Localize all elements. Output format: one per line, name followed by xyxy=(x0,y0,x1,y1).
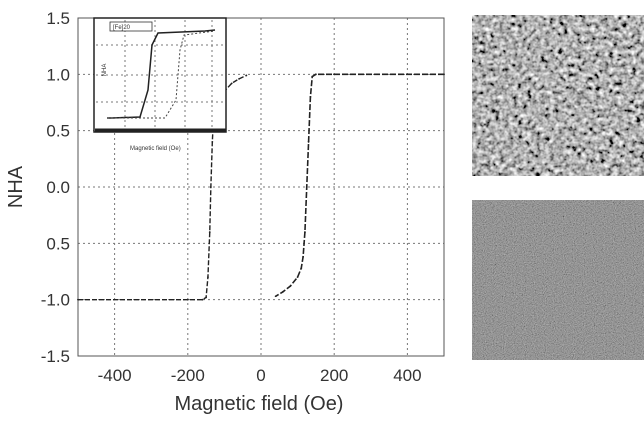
inset-x-label: Magnetic field (Oe) xyxy=(130,146,181,152)
x-tick-label: 400 xyxy=(393,366,421,385)
curve-point xyxy=(309,95,312,98)
curve-point xyxy=(302,255,304,258)
x-axis-title: Magnetic field (Oe) xyxy=(175,393,344,415)
curve-point xyxy=(208,231,211,233)
y-tick-labels: 1.5 1.0 0.5 0.0 0.5 -1.0 -1.5 xyxy=(41,9,70,366)
curve-point xyxy=(201,298,204,301)
y-tick-label: 0.0 xyxy=(46,178,70,197)
curve-point xyxy=(186,298,189,301)
y-tick-label: 1.0 xyxy=(46,65,70,84)
curve-point xyxy=(230,82,233,85)
x-tick-label: -400 xyxy=(98,366,132,385)
inset-label-box xyxy=(109,21,153,32)
x-tick-labels: -400 -200 0 200 400 xyxy=(98,366,422,385)
inset-y-label: NHA xyxy=(102,64,108,77)
curve-point xyxy=(304,231,306,233)
curve-point xyxy=(296,276,299,279)
inset-curve-lower xyxy=(107,30,216,119)
inset-label: [Fe]20 xyxy=(113,25,131,31)
y-tick-label: 1.5 xyxy=(46,9,70,28)
y-tick-label: -1.0 xyxy=(41,291,70,310)
curve-descending xyxy=(275,73,444,297)
curve-point xyxy=(205,296,208,299)
curve-point xyxy=(311,75,314,78)
curve-point xyxy=(443,73,445,76)
curve-ascending xyxy=(78,74,247,301)
curve-point xyxy=(274,295,277,298)
y-tick-label: -1.5 xyxy=(41,347,70,366)
curve-point xyxy=(209,186,212,188)
curve-point xyxy=(282,290,284,293)
x-tick-label: 0 xyxy=(256,366,265,385)
curve-point xyxy=(289,285,292,288)
curve-point xyxy=(300,267,303,270)
x-tick-label: -200 xyxy=(171,366,205,385)
curve-point xyxy=(238,77,240,80)
y-axis-title: NHA xyxy=(5,165,27,208)
plot-frame xyxy=(77,17,445,357)
curve-point xyxy=(207,276,209,279)
curve-point xyxy=(305,186,308,188)
curve-point xyxy=(315,73,317,76)
inset-grid xyxy=(96,20,224,128)
curve-point xyxy=(245,74,248,77)
domain-image-bottom xyxy=(472,200,644,360)
curve-point xyxy=(333,73,336,76)
curve-point xyxy=(77,298,79,301)
domain-image-top xyxy=(472,15,644,176)
hysteresis-curves xyxy=(77,73,445,301)
curve-point xyxy=(307,141,310,143)
y-tick-label: 0.5 xyxy=(46,234,70,253)
x-tick-label: 200 xyxy=(320,366,348,385)
inset-plot: [Fe]20 Magnetic field (Oe) NHA xyxy=(93,17,227,152)
curve-point xyxy=(211,141,214,143)
y-tick-label: 0.5 xyxy=(46,122,70,141)
